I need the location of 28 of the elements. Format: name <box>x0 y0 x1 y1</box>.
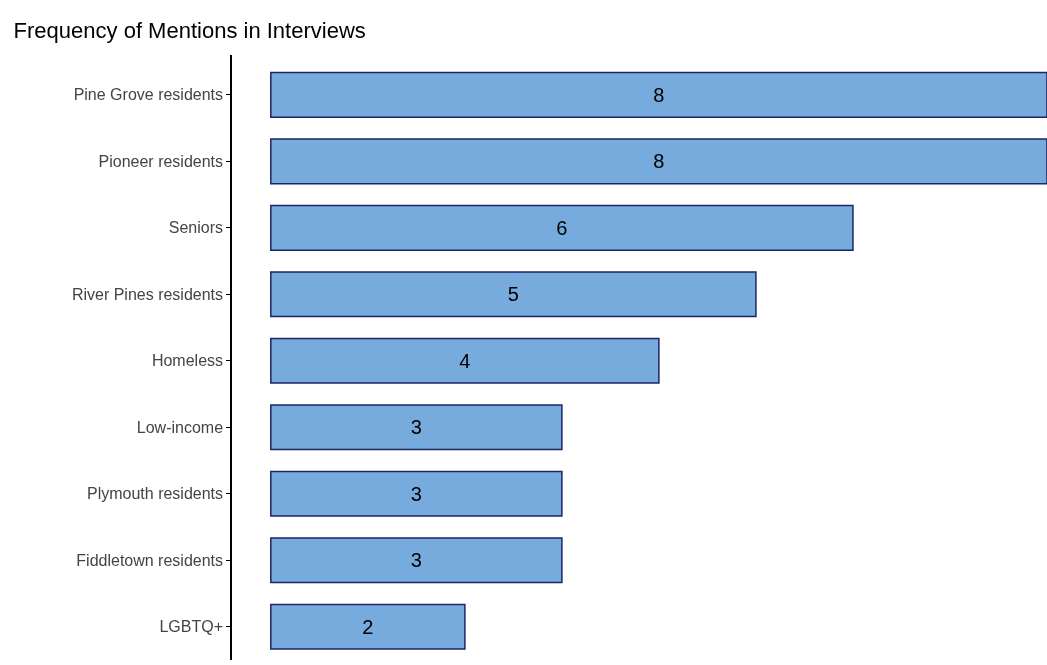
data-label: 5 <box>507 283 519 306</box>
bar <box>270 138 1047 185</box>
chart-title: Frequency of Mentions in Interviews <box>13 17 366 43</box>
bar <box>270 537 563 584</box>
bar <box>270 603 466 650</box>
y-tick-label: Pioneer residents <box>98 152 224 170</box>
data-label: 2 <box>362 615 374 638</box>
bar <box>270 71 1047 118</box>
bar <box>270 404 563 451</box>
y-tick-label: Seniors <box>168 219 224 237</box>
bar <box>270 337 660 384</box>
y-tick-label: Low-income <box>136 418 224 436</box>
y-tick-label: Plymouth residents <box>86 485 224 503</box>
data-label: 3 <box>410 549 422 572</box>
y-tick-label: River Pines residents <box>71 285 224 303</box>
y-tick-label: Fiddletown residents <box>76 551 224 569</box>
data-label: 8 <box>653 83 665 106</box>
y-tick-label: Homeless <box>151 352 224 370</box>
bar <box>270 470 563 517</box>
data-label: 8 <box>653 150 665 173</box>
data-label: 4 <box>459 349 471 372</box>
y-tick-label: Pine Grove residents <box>73 86 224 104</box>
data-label: 6 <box>556 216 568 239</box>
bar <box>270 204 854 251</box>
bar <box>270 271 757 318</box>
data-label: 3 <box>410 416 422 439</box>
data-label: 3 <box>410 482 422 505</box>
y-tick-label: LGBTQ+ <box>159 618 224 636</box>
